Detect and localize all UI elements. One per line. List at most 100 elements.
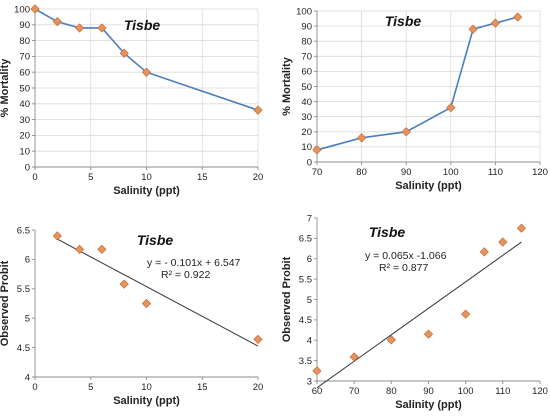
y-tick-label: 80 [19,36,30,47]
x-tick-label: 70 [349,386,360,397]
x-tick-label: 10 [141,172,152,183]
y-tick-label: 40 [19,99,30,110]
x-tick-label: 20 [253,382,264,393]
y-tick-label: 60 [19,68,30,79]
x-tick-label: 100 [443,167,459,178]
x-tick-label: 110 [488,167,503,178]
y-tick-label: 60 [301,67,312,78]
data-point [253,105,263,115]
data-point [349,352,359,362]
y-tick-label: 3 [307,376,312,387]
y-tick-label: 4.5 [299,315,312,326]
y-tick-label: 10 [19,147,30,158]
data-point [401,127,411,137]
y-tick-label: 30 [301,112,312,123]
series-line [316,16,518,151]
y-tick-label: 4 [25,372,30,383]
x-tick-label: 90 [423,386,434,397]
data-point [513,12,523,22]
data-point [468,24,478,34]
x-tick-label: 0 [32,382,37,393]
y-tick-label: 90 [301,21,312,32]
x-tick-label: 60 [312,386,323,397]
r-squared-label: R² = 0.877 [379,262,428,274]
data-point [498,237,508,247]
x-tick-label: 5 [88,382,93,393]
y-tick-label: 7 [307,213,312,224]
x-tick-label: 80 [356,167,367,178]
chart-title: Tisbe [137,232,174,248]
y-tick-label: 20 [19,131,30,142]
chart-panel-4: 3 3.5 4 4.5 5 5.5 6 6.5 7 60 70 80 90 100 110 120 Salini… [281,213,548,411]
y-axis-title: Observed Probit [281,256,293,342]
y-tick-label: 90 [19,20,30,31]
x-tick-label: 80 [386,386,397,397]
x-tick-label: 20 [253,172,264,183]
data-point [119,48,129,58]
data-point [119,279,129,289]
y-tick-label: 100 [296,6,312,17]
y-tick-label: 6 [307,254,312,265]
y-tick-label: 4 [307,336,312,347]
y-axis-title: Observed Probit [0,260,11,346]
data-point [52,17,62,27]
data-point [97,244,107,255]
y-tick-label: 40 [301,97,312,108]
data-point [30,4,40,14]
y-tick-label: 50 [301,82,312,93]
x-axis-title: Salinity (ppt) [395,180,462,192]
trendline-equation: y = - 0.101x + 6.547 [147,257,241,269]
data-point [141,298,152,309]
data-point [423,329,434,339]
y-tick-label: 5 [307,295,312,306]
chart-panel-3: 4 4.5 5 5.5 6 6.5 0 5 10 15 20 Salinity (ppt) Observ… [0,225,263,407]
x-tick-label: 120 [532,167,548,178]
x-axis-title: Salinity (ppt) [113,395,180,407]
data-point [386,335,396,345]
data-point [97,23,107,33]
data-point [74,23,85,33]
y-tick-label: 20 [301,127,312,138]
y-tick-label: 3.5 [299,356,312,367]
x-tick-label: 70 [312,167,323,178]
data-point [490,18,501,28]
x-tick-label: 110 [495,386,510,397]
y-tick-label: 6 [25,255,30,266]
x-tick-label: 90 [401,167,412,178]
chart-title: Tisbe [369,224,406,240]
y-tick-label: 5 [25,314,30,325]
y-axis-title: % Mortality [281,56,293,116]
chart-panel-2: 0 10 20 30 40 50 60 70 80 90 100 70 80 90 100 110 120 Sal… [281,6,548,192]
y-tick-label: 10 [301,142,312,153]
y-tick-label: 100 [14,4,30,15]
x-axis-title: Salinity (ppt) [113,185,180,197]
r-squared-label: R² = 0.922 [161,269,210,281]
data-point [253,334,263,344]
y-tick-label: 5.5 [17,284,30,295]
x-tick-label: 15 [197,172,208,183]
y-tick-label: 6.5 [17,225,30,236]
data-point [516,223,527,233]
y-tick-label: 4.5 [17,343,30,354]
data-point [312,366,322,376]
x-tick-label: 100 [458,386,474,397]
x-tick-label: 0 [32,172,37,183]
y-tick-label: 70 [301,52,312,63]
chart-panel-1: 0 10 20 30 40 50 60 70 80 90 100 0 5 10 15 20 Salinity (… [0,4,263,197]
y-tick-label: 6.5 [299,234,312,245]
y-tick-label: 0 [25,162,30,173]
x-tick-label: 10 [141,382,152,393]
chart-title: Tisbe [124,17,161,33]
data-point [141,67,152,77]
data-point [446,103,456,113]
data-point [52,231,62,241]
y-axis-title: % Mortality [0,58,11,118]
y-tick-label: 5.5 [299,274,312,285]
data-point [74,244,85,255]
y-tick-label: 80 [301,37,312,48]
x-tick-label: 120 [532,386,548,397]
x-axis-title: Salinity (ppt) [395,399,462,411]
data-point [356,133,367,143]
chart-title: Tisbe [385,13,422,29]
x-tick-label: 15 [197,382,208,393]
